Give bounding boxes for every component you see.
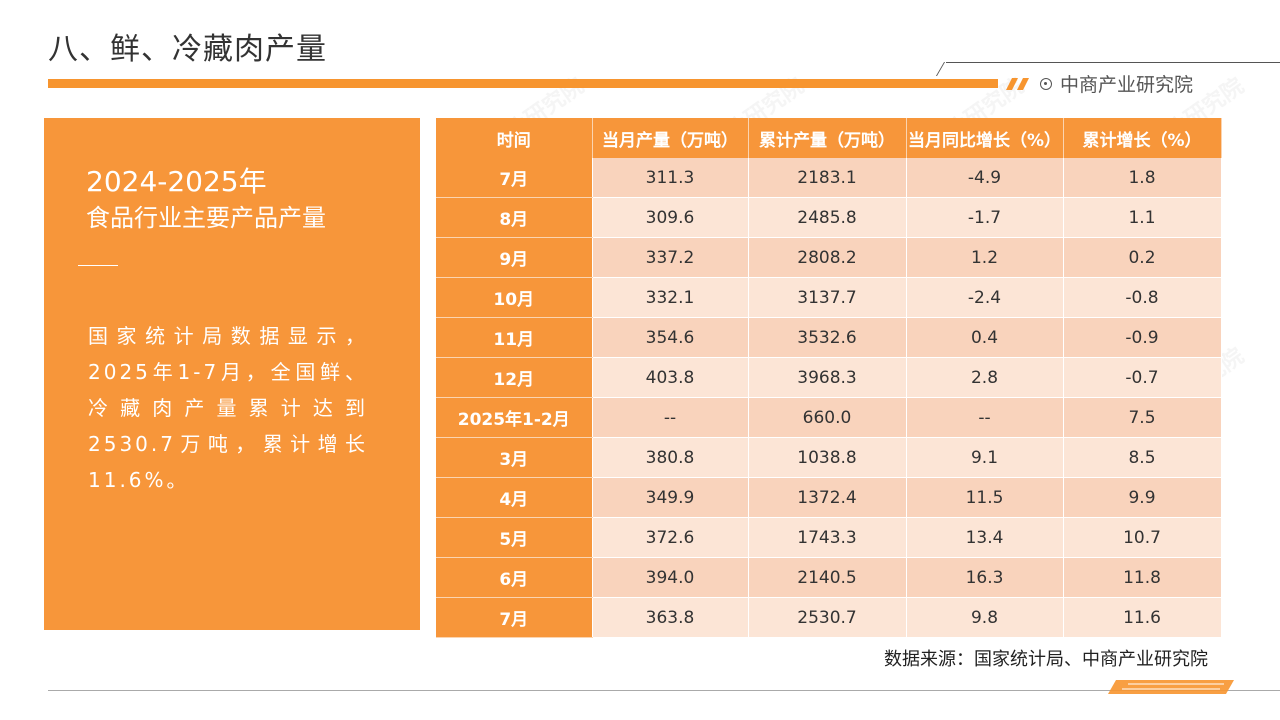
cell-cumulative-output: 1743.3 (748, 517, 907, 558)
cell-monthly-output: 372.6 (592, 517, 749, 558)
table-row: 11月 354.6 3532.6 0.4 -0.9 (436, 317, 1222, 358)
cell-monthly-output: 380.8 (592, 437, 749, 478)
cell-monthly-output: 332.1 (592, 277, 749, 318)
table-row: 8月 309.6 2485.8 -1.7 1.1 (436, 197, 1222, 238)
cell-cumulative-growth: -0.8 (1063, 277, 1222, 318)
table-row: 2025年1-2月 -- 660.0 -- 7.5 (436, 397, 1222, 438)
title-accent-bar (48, 79, 998, 88)
slash-decoration-icon (1006, 78, 1029, 90)
cell-cumulative-growth: 11.6 (1063, 597, 1222, 638)
cell-monthly-yoy: 2.8 (906, 357, 1064, 398)
cell-cumulative-growth: -0.9 (1063, 317, 1222, 358)
header-rule (946, 62, 1280, 63)
cell-period: 7月 (436, 597, 593, 638)
cell-period: 4月 (436, 477, 593, 518)
cell-period: 3月 (436, 437, 593, 478)
cell-cumulative-growth: 7.5 (1063, 397, 1222, 438)
cell-cumulative-output: 2183.1 (748, 158, 907, 198)
panel-divider (78, 265, 118, 266)
table-row: 3月 380.8 1038.8 9.1 8.5 (436, 437, 1222, 478)
cell-period: 12月 (436, 357, 593, 398)
cell-monthly-yoy: -2.4 (906, 277, 1064, 318)
cell-cumulative-output: 3532.6 (748, 317, 907, 358)
cell-cumulative-output: 3968.3 (748, 357, 907, 398)
cell-monthly-output: 311.3 (592, 158, 749, 198)
cell-monthly-yoy: 9.8 (906, 597, 1064, 638)
header-cumulative-growth: 累计增长（%） (1063, 118, 1222, 158)
cell-cumulative-growth: 10.7 (1063, 517, 1222, 558)
cell-monthly-output: 337.2 (592, 237, 749, 278)
cell-monthly-output: 394.0 (592, 557, 749, 598)
cell-cumulative-growth: 1.8 (1063, 158, 1222, 198)
cell-cumulative-output: 2140.5 (748, 557, 907, 598)
cell-cumulative-output: 2808.2 (748, 237, 907, 278)
table-row: 9月 337.2 2808.2 1.2 0.2 (436, 237, 1222, 278)
page-title: 八、鲜、冷藏肉产量 (48, 32, 327, 67)
brand-name: 中商产业研究院 (1060, 74, 1194, 96)
cell-cumulative-output: 660.0 (748, 397, 907, 438)
panel-subtitle: 食品行业主要产品产量 (86, 204, 326, 232)
cell-period: 8月 (436, 197, 593, 238)
table-row: 10月 332.1 3137.7 -2.4 -0.8 (436, 277, 1222, 318)
table-row: 7月 363.8 2530.7 9.8 11.6 (436, 597, 1222, 638)
cell-monthly-yoy: 0.4 (906, 317, 1064, 358)
header-monthly-output: 当月产量（万吨） (592, 118, 749, 158)
table-header-row: 时间 当月产量（万吨） 累计产量（万吨） 当月同比增长（%） 累计增长（%） (436, 118, 1222, 158)
cell-monthly-yoy: 9.1 (906, 437, 1064, 478)
cell-monthly-yoy: -1.7 (906, 197, 1064, 238)
header-monthly-yoy: 当月同比增长（%） (906, 118, 1064, 158)
cell-period: 5月 (436, 517, 593, 558)
cell-period: 7月 (436, 158, 593, 198)
cell-period: 2025年1-2月 (436, 397, 593, 438)
cell-period: 6月 (436, 557, 593, 598)
cell-cumulative-growth: 8.5 (1063, 437, 1222, 478)
cell-monthly-output: 363.8 (592, 597, 749, 638)
cell-period: 11月 (436, 317, 593, 358)
summary-panel: 2024-2025年 食品行业主要产品产量 国家统计局数据显示，2025年1-7… (44, 118, 420, 630)
cell-cumulative-growth: -0.7 (1063, 357, 1222, 398)
slash-decoration-icon (1108, 680, 1234, 694)
cell-monthly-output: -- (592, 397, 749, 438)
cell-cumulative-output: 1372.4 (748, 477, 907, 518)
cell-cumulative-growth: 0.2 (1063, 237, 1222, 278)
cell-monthly-yoy: -4.9 (906, 158, 1064, 198)
cell-monthly-yoy: 16.3 (906, 557, 1064, 598)
cell-cumulative-output: 1038.8 (748, 437, 907, 478)
panel-description: 国家统计局数据显示，2025年1-7月，全国鲜、冷藏肉产量累计达到2530.7万… (88, 324, 368, 492)
cell-cumulative-output: 3137.7 (748, 277, 907, 318)
table-row: 6月 394.0 2140.5 16.3 11.8 (436, 557, 1222, 598)
cell-monthly-output: 403.8 (592, 357, 749, 398)
target-icon (1040, 77, 1052, 90)
cell-monthly-output: 349.9 (592, 477, 749, 518)
cell-cumulative-growth: 11.8 (1063, 557, 1222, 598)
table-row: 5月 372.6 1743.3 13.4 10.7 (436, 517, 1222, 558)
production-table: 时间 当月产量（万吨） 累计产量（万吨） 当月同比增长（%） 累计增长（%） 7… (436, 118, 1222, 638)
cell-cumulative-growth: 1.1 (1063, 197, 1222, 238)
cell-period: 10月 (436, 277, 593, 318)
cell-monthly-yoy: 1.2 (906, 237, 1064, 278)
cell-monthly-output: 354.6 (592, 317, 749, 358)
cell-monthly-yoy: 11.5 (906, 477, 1064, 518)
header-period: 时间 (436, 118, 593, 158)
panel-year-range: 2024-2025年 (86, 165, 267, 198)
cell-period: 9月 (436, 237, 593, 278)
cell-monthly-output: 309.6 (592, 197, 749, 238)
header-rule-diagonal (935, 62, 946, 76)
brand-logo: 中商产业研究院 (1040, 70, 1193, 97)
cell-cumulative-output: 2530.7 (748, 597, 907, 638)
cell-monthly-yoy: 13.4 (906, 517, 1064, 558)
header-cumulative-output: 累计产量（万吨） (748, 118, 907, 158)
table-row: 4月 349.9 1372.4 11.5 9.9 (436, 477, 1222, 518)
data-source: 数据来源：国家统计局、中商产业研究院 (884, 649, 1208, 670)
cell-cumulative-growth: 9.9 (1063, 477, 1222, 518)
table-row: 12月 403.8 3968.3 2.8 -0.7 (436, 357, 1222, 398)
table-row: 7月 311.3 2183.1 -4.9 1.8 (436, 158, 1222, 198)
footer-rule (48, 690, 1280, 691)
cell-cumulative-output: 2485.8 (748, 197, 907, 238)
cell-monthly-yoy: -- (906, 397, 1064, 438)
